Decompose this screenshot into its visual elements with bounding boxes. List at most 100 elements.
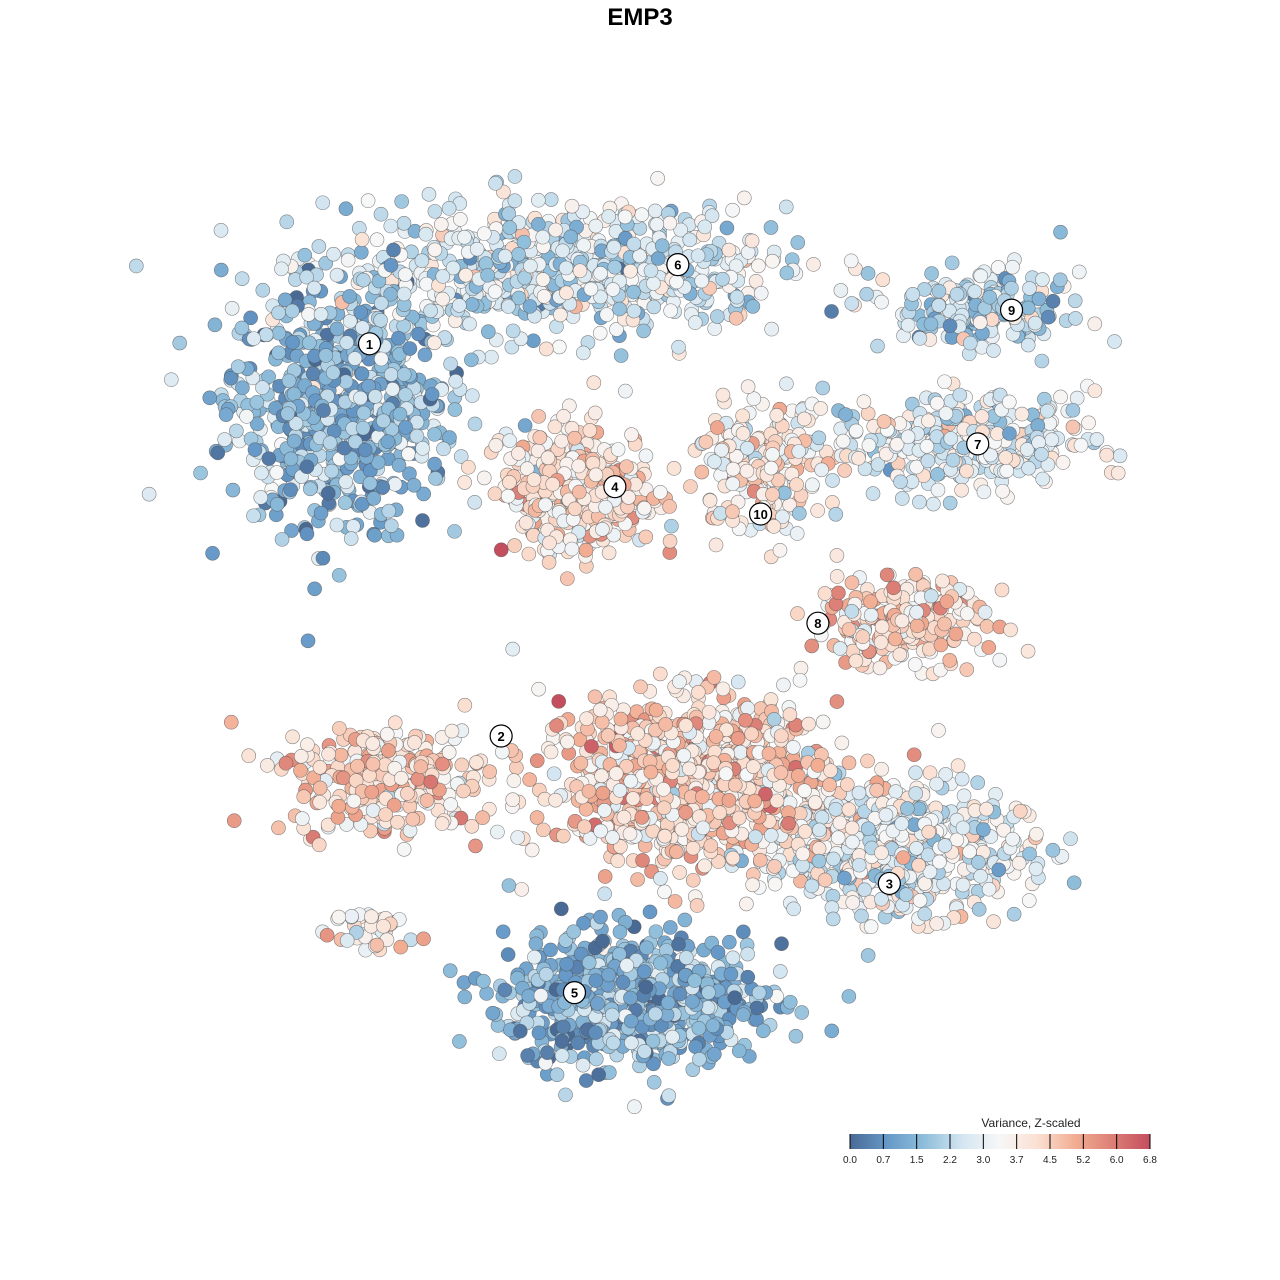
data-point xyxy=(785,739,801,755)
data-point xyxy=(445,260,461,276)
data-point xyxy=(633,679,648,695)
data-point xyxy=(288,416,304,431)
data-point xyxy=(343,531,359,546)
data-point xyxy=(831,585,846,601)
data-point xyxy=(621,490,636,505)
data-point xyxy=(487,284,503,299)
data-point xyxy=(661,1088,677,1103)
data-point xyxy=(938,767,953,782)
data-point xyxy=(869,782,884,798)
data-point xyxy=(321,746,336,762)
data-point xyxy=(863,594,878,609)
data-point xyxy=(512,1023,528,1039)
data-point xyxy=(386,242,401,258)
data-point xyxy=(559,285,574,301)
data-point xyxy=(765,253,780,269)
data-point xyxy=(1045,842,1061,858)
data-point xyxy=(707,1046,722,1062)
data-point xyxy=(900,801,915,816)
data-point xyxy=(838,407,853,422)
data-point xyxy=(415,513,430,528)
data-point xyxy=(531,192,546,208)
data-point xyxy=(688,1039,703,1055)
data-point xyxy=(356,405,372,421)
data-point xyxy=(347,434,363,450)
points-layer xyxy=(129,169,1128,1115)
data-point xyxy=(683,479,698,494)
data-point xyxy=(522,299,538,314)
data-point xyxy=(650,171,665,186)
data-point xyxy=(319,927,335,943)
data-point xyxy=(626,284,641,300)
data-point xyxy=(320,817,336,833)
data-point xyxy=(1067,293,1083,309)
data-point xyxy=(398,420,413,435)
data-point xyxy=(409,428,425,444)
data-point xyxy=(241,748,257,764)
data-point xyxy=(428,471,443,486)
data-point xyxy=(277,292,293,308)
data-point xyxy=(414,253,430,269)
data-point xyxy=(329,267,345,283)
data-point xyxy=(844,575,860,590)
data-point xyxy=(322,435,338,451)
data-point xyxy=(1068,311,1083,326)
data-point xyxy=(735,408,750,424)
data-point xyxy=(986,343,1001,358)
data-point xyxy=(605,830,620,845)
data-point xyxy=(528,936,544,952)
data-point xyxy=(956,788,972,804)
data-point xyxy=(874,294,889,310)
data-point xyxy=(1004,280,1019,296)
data-point xyxy=(996,822,1011,838)
data-point xyxy=(817,872,833,888)
data-point xyxy=(736,1007,751,1023)
data-point xyxy=(385,381,400,397)
data-point xyxy=(829,694,845,709)
data-point xyxy=(834,735,850,751)
data-point xyxy=(929,916,944,931)
data-point xyxy=(685,1062,701,1077)
data-point xyxy=(577,819,592,835)
data-point xyxy=(740,440,755,456)
data-point xyxy=(1028,861,1044,877)
data-point xyxy=(1005,259,1020,275)
data-point xyxy=(1053,224,1068,240)
data-point xyxy=(532,430,548,445)
data-point xyxy=(387,476,403,492)
data-point xyxy=(505,641,521,657)
data-point xyxy=(1087,383,1103,399)
data-point xyxy=(725,202,740,218)
data-point xyxy=(527,949,542,965)
data-point xyxy=(570,1035,586,1051)
data-point xyxy=(506,773,522,788)
data-point xyxy=(285,729,300,745)
data-point xyxy=(427,427,442,442)
data-point xyxy=(364,784,380,800)
data-point xyxy=(586,375,602,390)
data-point xyxy=(591,1067,606,1083)
data-point xyxy=(549,718,564,733)
data-point xyxy=(521,546,537,562)
data-point xyxy=(1071,264,1087,280)
data-point xyxy=(1081,415,1096,431)
data-point xyxy=(626,303,642,319)
data-point xyxy=(329,321,345,337)
data-point xyxy=(435,291,450,307)
data-point xyxy=(775,509,790,525)
data-point xyxy=(751,985,767,1001)
data-point xyxy=(1035,272,1050,287)
data-point xyxy=(767,876,783,892)
data-point xyxy=(636,323,651,339)
data-point xyxy=(646,1074,662,1090)
data-point xyxy=(879,567,895,583)
data-point xyxy=(333,747,349,763)
data-point xyxy=(832,815,848,831)
data-point xyxy=(411,326,426,342)
data-point xyxy=(575,1057,591,1073)
data-point xyxy=(329,517,345,533)
data-point xyxy=(731,1043,747,1059)
data-point xyxy=(730,730,746,746)
data-point xyxy=(1065,402,1081,418)
